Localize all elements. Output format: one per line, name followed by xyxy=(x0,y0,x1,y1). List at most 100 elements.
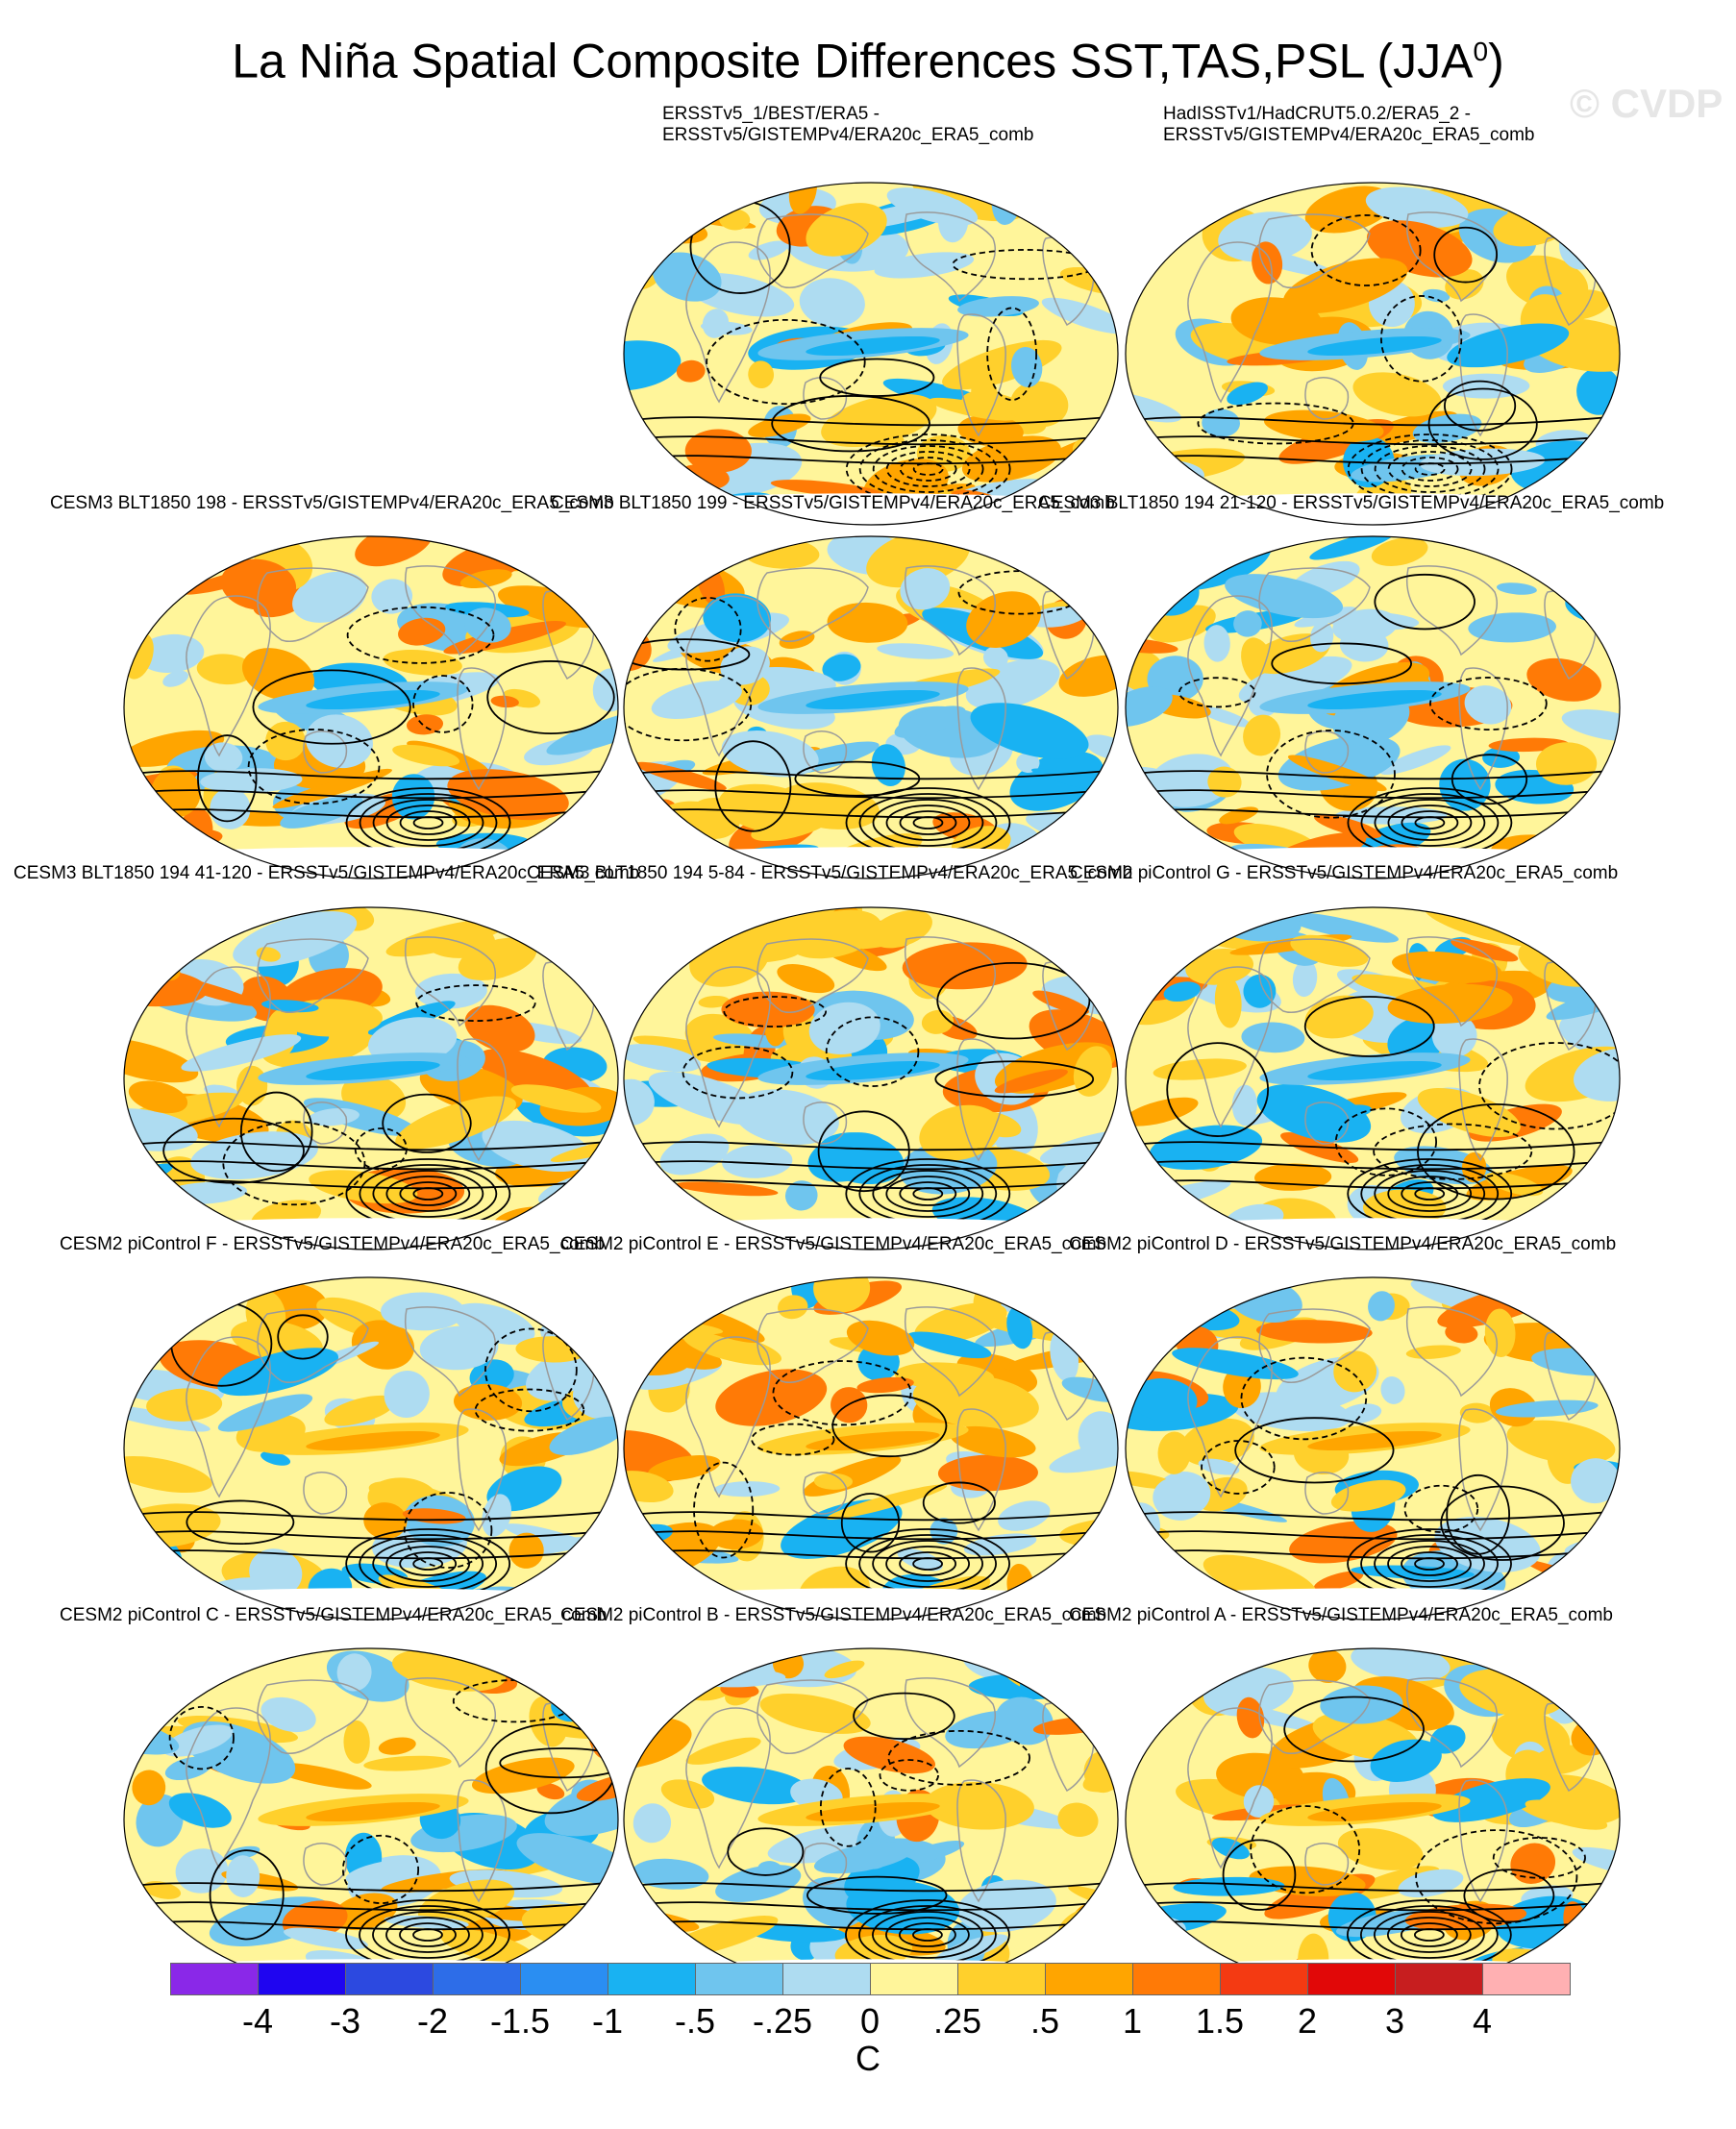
map-border xyxy=(123,535,619,879)
map-panel xyxy=(1125,534,1621,880)
colorbar-unit-label: C xyxy=(856,2039,880,2078)
panel-label-line2: ERSSTv5/GISTEMPv4/ERA20c_ERA5_comb xyxy=(662,125,1034,145)
panel-label: CESM3 BLT1850 199 - ERSSTv5/GISTEMPv4/ER… xyxy=(551,493,1115,513)
colorbar-swatch xyxy=(433,1963,521,1995)
robinson-map xyxy=(123,535,619,879)
map-panel xyxy=(1125,1275,1621,1622)
colorbar-tick-label: -3 xyxy=(329,2001,360,2041)
panel-label: CESM3 BLT1850 194 41-120 - ERSSTv5/GISTE… xyxy=(13,863,640,883)
anomaly-field xyxy=(624,183,1118,525)
colorbar-swatch xyxy=(1132,1963,1221,1995)
map-panel xyxy=(123,534,619,880)
map-border xyxy=(623,1276,1119,1621)
coastlines xyxy=(685,211,1095,437)
colorbar-tick-label: -.25 xyxy=(752,2001,813,2041)
anomaly-field xyxy=(124,1277,618,1620)
coastlines xyxy=(685,936,1095,1162)
anomaly-field xyxy=(624,1648,1118,1991)
robinson-map xyxy=(1125,1276,1621,1621)
map-border xyxy=(1125,906,1621,1250)
map-panel xyxy=(1125,905,1621,1251)
map-panel xyxy=(123,1646,619,1993)
map-panel xyxy=(623,1646,1119,1993)
map-border xyxy=(1125,1276,1621,1621)
robinson-map xyxy=(123,906,619,1250)
map-border xyxy=(623,535,1119,879)
map-panel xyxy=(123,905,619,1251)
colorbar-swatch xyxy=(782,1963,871,1995)
robinson-map xyxy=(1125,182,1621,526)
colorbar-tick-label: 2 xyxy=(1297,2001,1318,2041)
map-panel xyxy=(123,1275,619,1622)
anomaly-field xyxy=(1126,907,1620,1250)
robinson-map xyxy=(623,535,1119,879)
panel-label: ERSSTv5_1/BEST/ERA5 - xyxy=(662,104,880,124)
colorbar-swatch xyxy=(1220,1963,1308,1995)
map-border xyxy=(623,906,1119,1250)
colorbar-swatch xyxy=(870,1963,958,1995)
anomaly-field xyxy=(124,1648,618,1991)
map-panel xyxy=(1125,181,1621,527)
colorbar-swatch xyxy=(345,1963,434,1995)
anomaly-field xyxy=(124,907,618,1250)
robinson-map xyxy=(1125,1647,1621,1992)
panel-label: CESM2 piControl E - ERSSTv5/GISTEMPv4/ER… xyxy=(560,1234,1107,1254)
colorbar-swatch xyxy=(170,1963,259,1995)
colorbar-tick-label: -.5 xyxy=(674,2001,715,2041)
panel-label: CESM2 piControl D - ERSSTv5/GISTEMPv4/ER… xyxy=(1069,1234,1617,1254)
anomaly-field xyxy=(1126,1277,1620,1620)
colorbar-tick-label: .25 xyxy=(932,2001,982,2041)
panel-label: HadISSTv1/HadCRUT5.0.2/ERA5_2 - xyxy=(1163,104,1471,124)
anomaly-field xyxy=(624,536,1118,879)
coastlines xyxy=(685,1306,1095,1532)
colorbar-tick-label: 1 xyxy=(1122,2001,1143,2041)
robinson-map xyxy=(623,182,1119,526)
colorbar-swatch xyxy=(957,1963,1046,1995)
robinson-map xyxy=(623,1647,1119,1992)
anomaly-field xyxy=(1126,536,1620,879)
coastlines xyxy=(1187,1306,1597,1532)
colorbar-tick-label: -2 xyxy=(416,2001,448,2041)
colorbar-swatch xyxy=(520,1963,608,1995)
map-panel xyxy=(1125,1646,1621,1993)
colorbar-swatch xyxy=(695,1963,783,1995)
map-panel xyxy=(623,534,1119,880)
colorbar-tick-label: 3 xyxy=(1384,2001,1405,2041)
colorbar-tick-label: -1 xyxy=(591,2001,623,2041)
colorbar-swatch xyxy=(1045,1963,1133,1995)
anomaly-field xyxy=(624,907,1118,1250)
colorbar-tick-label: 0 xyxy=(859,2001,880,2041)
colorbar-swatch xyxy=(608,1963,696,1995)
panel-label-line2: ERSSTv5/GISTEMPv4/ERA20c_ERA5_comb xyxy=(1163,125,1535,145)
panel-label: CESM2 piControl G - ERSSTv5/GISTEMPv4/ER… xyxy=(1070,863,1619,883)
robinson-map xyxy=(623,1276,1119,1621)
panel-label: CESM2 piControl B - ERSSTv5/GISTEMPv4/ER… xyxy=(560,1605,1107,1625)
map-border xyxy=(1125,182,1621,526)
colorbar xyxy=(170,1963,1571,1995)
panel-label: CESM2 piControl C - ERSSTv5/GISTEMPv4/ER… xyxy=(60,1605,608,1625)
figure-title: La Niña Spatial Composite Differences SS… xyxy=(232,34,1504,88)
robinson-map xyxy=(123,1647,619,1992)
psl-contours xyxy=(124,1679,618,1970)
map-border xyxy=(123,1276,619,1621)
robinson-map xyxy=(1125,906,1621,1250)
panel-label: CESM3 BLT1850 198 - ERSSTv5/GISTEMPv4/ER… xyxy=(50,493,614,513)
psl-contours xyxy=(1126,573,1620,858)
anomaly-field xyxy=(124,536,618,879)
robinson-map xyxy=(1125,535,1621,879)
colorbar-swatch xyxy=(258,1963,346,1995)
colorbar-tick-label: -4 xyxy=(241,2001,273,2041)
colorbar-swatch xyxy=(1395,1963,1483,1995)
coastlines xyxy=(186,1306,595,1532)
psl-contours xyxy=(624,570,1118,858)
map-panel xyxy=(623,1275,1119,1622)
robinson-map xyxy=(623,906,1119,1250)
coastlines xyxy=(1187,936,1597,1162)
map-border xyxy=(123,906,619,1250)
colorbar-swatch xyxy=(1307,1963,1396,1995)
map-border xyxy=(623,182,1119,526)
panel-label: CESM3 BLT1850 194 5-84 - ERSSTv5/GISTEMP… xyxy=(527,863,1133,883)
anomaly-field xyxy=(1126,1648,1620,1991)
panel-label: CESM3 BLT1850 194 21-120 - ERSSTv5/GISTE… xyxy=(1038,493,1665,513)
colorbar-tick-label: .5 xyxy=(1029,2001,1060,2041)
